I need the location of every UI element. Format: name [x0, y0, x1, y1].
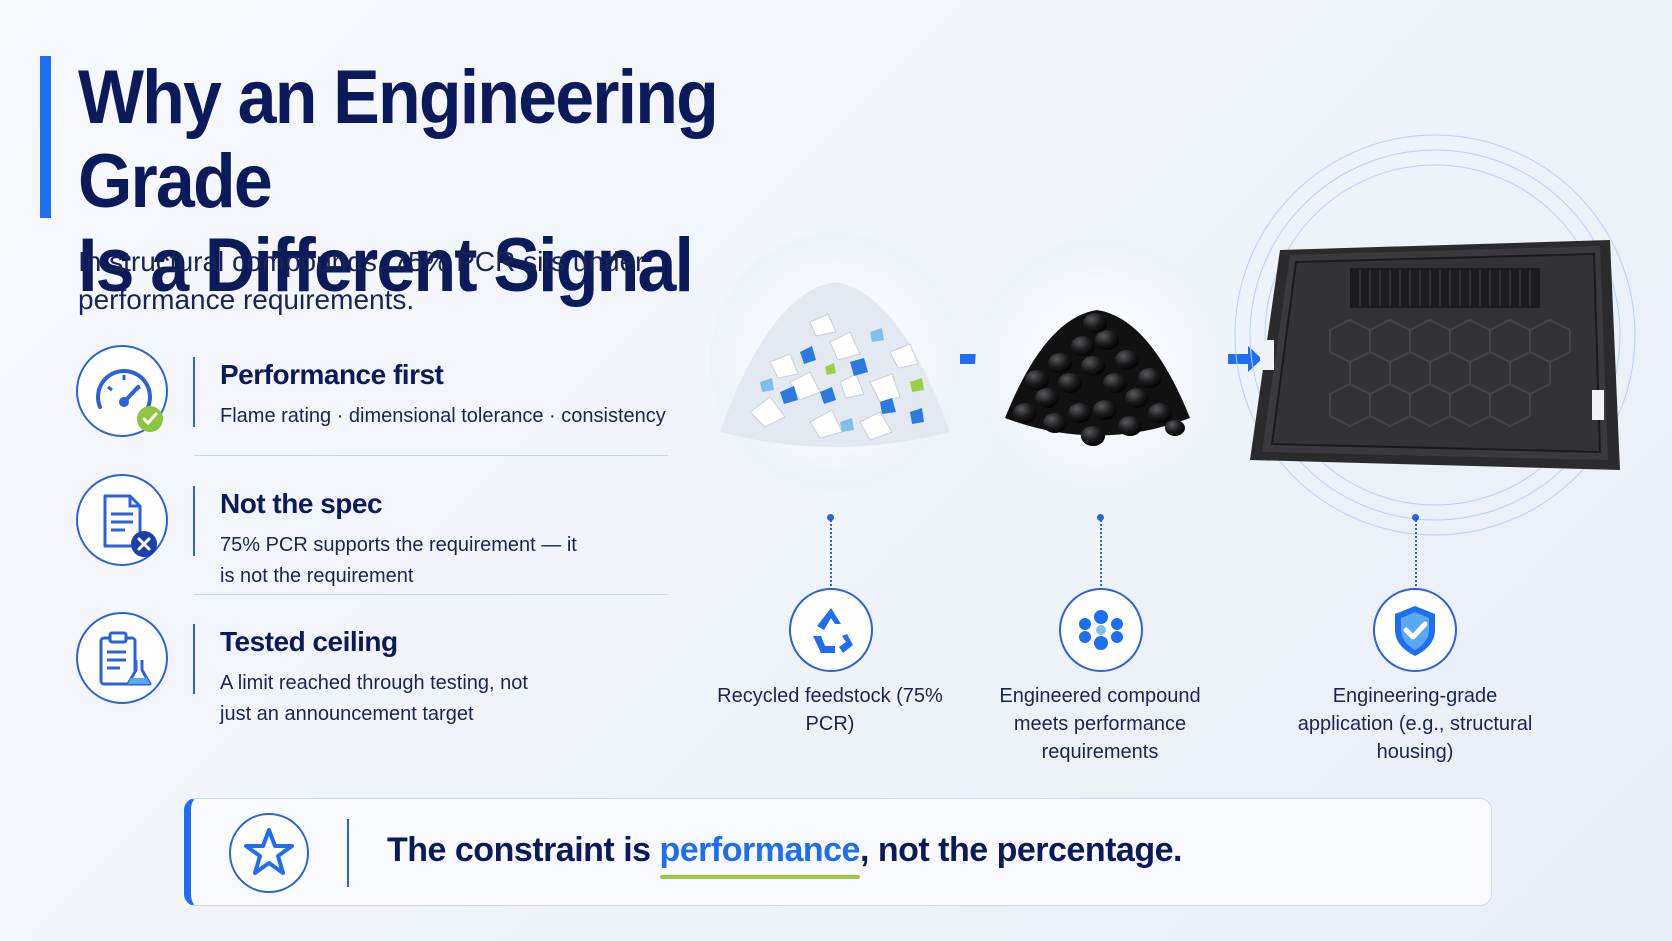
gauge-check-icon: [76, 345, 168, 437]
connector-line: [830, 520, 832, 586]
page-title: Why an Engineering Grade Is a Different …: [78, 56, 869, 308]
document-x-icon: [76, 474, 168, 566]
banner-text-before: The constraint is: [387, 831, 660, 869]
structural-housing-image: [1220, 130, 1650, 540]
title-line-1: Why an Engineering Grade: [78, 55, 719, 224]
feature-tested-ceiling: Tested ceiling A limit reached through t…: [76, 612, 676, 725]
connector-dot: [1097, 514, 1104, 521]
banner-divider: [347, 819, 349, 887]
connector-line: [1100, 520, 1102, 586]
feature-divider: [193, 486, 195, 556]
star-icon: [229, 813, 309, 893]
subtitle: In structural compounds, 75% PCR sits un…: [78, 246, 645, 315]
feature-not-the-spec: Not the spec 75% PCR supports the requir…: [76, 474, 676, 587]
feature-title: Tested ceiling: [220, 626, 398, 657]
key-takeaway-banner: The constraint is performance, not the p…: [184, 798, 1492, 906]
feature-performance-first: Performance first Flame rating · dimensi…: [76, 345, 676, 445]
feature-separator: [194, 455, 668, 456]
banner-text-after: , not the percentage.: [859, 831, 1183, 869]
feature-title: Performance first: [220, 359, 444, 390]
feature-description: Flame rating · dimensional tolerance · c…: [220, 405, 666, 427]
connector-dot: [827, 514, 834, 521]
molecule-icon: [1059, 588, 1143, 672]
feature-divider: [193, 624, 195, 694]
banner-highlight: performance: [659, 831, 861, 869]
title-line-2: Is a Different Signal: [78, 223, 694, 308]
connector-dot: [1412, 514, 1419, 521]
feature-separator: [194, 594, 668, 595]
recycle-icon: [789, 588, 873, 672]
feature-description: 75% PCR supports the requirement — it is…: [220, 534, 577, 587]
process-label: Recycled feedstock (75% PCR): [717, 685, 943, 735]
process-label: Engineered compound meets performance re…: [999, 685, 1201, 763]
shield-check-icon: [1373, 588, 1457, 672]
connector-line: [1415, 520, 1417, 586]
feature-divider: [193, 357, 195, 427]
process-label: Engineering-grade application (e.g., str…: [1297, 685, 1533, 763]
recycled-flakes-image: [710, 232, 960, 492]
arrow-right-icon: [1228, 346, 1262, 372]
feature-description: A limit reached through testing, not jus…: [220, 672, 528, 725]
banner-text: The constraint is performance, not the p…: [387, 831, 1182, 870]
feature-title: Not the spec: [220, 488, 383, 519]
clipboard-flask-icon: [76, 612, 168, 704]
black-pellets-image: [975, 238, 1220, 498]
title-accent-bar: [40, 56, 51, 218]
